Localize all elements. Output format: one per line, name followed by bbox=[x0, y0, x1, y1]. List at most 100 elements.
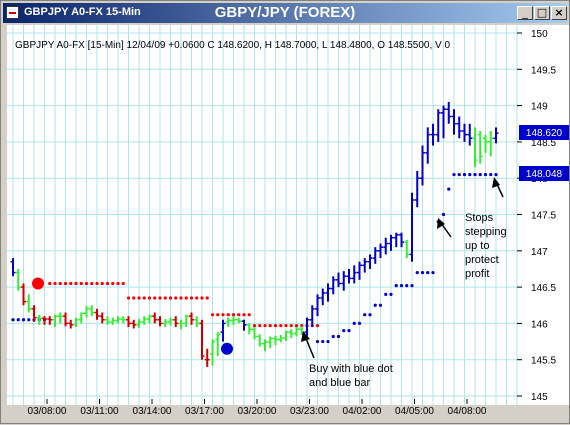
ohlc-bar bbox=[462, 123, 467, 142]
long-stop-dot bbox=[21, 318, 26, 322]
ohlc-bar bbox=[367, 254, 373, 269]
short-stop-dot bbox=[74, 281, 78, 286]
short-stop-dot bbox=[58, 281, 62, 286]
y-tick-label: 147 bbox=[531, 247, 548, 258]
ohlc-bar bbox=[252, 327, 257, 340]
long-stop-dot bbox=[27, 318, 31, 322]
ohlc-bar bbox=[215, 332, 221, 357]
short-stop-dot bbox=[268, 323, 272, 328]
stops-arrowhead-left bbox=[437, 218, 445, 229]
short-stop-dot bbox=[111, 281, 115, 286]
last-price-label: 148.620 bbox=[526, 128, 563, 139]
ohlc-bar bbox=[73, 317, 79, 328]
ohlc-bar bbox=[173, 316, 179, 328]
ohlc-bar bbox=[131, 319, 137, 329]
ohlc-bar bbox=[199, 319, 205, 360]
ohlc-bar bbox=[168, 317, 173, 326]
ohlc-bar bbox=[488, 131, 494, 157]
y-tick-label: 146 bbox=[531, 319, 548, 330]
short-stop-dot bbox=[279, 323, 283, 328]
long-stop-dot bbox=[457, 172, 461, 177]
ohlc-bar bbox=[388, 234, 394, 251]
ohlc-bar bbox=[278, 335, 284, 343]
y-tick-label: 145 bbox=[531, 392, 548, 403]
last-price-badge bbox=[519, 125, 569, 140]
x-tick-label: 04/02:00 bbox=[343, 406, 382, 417]
ohlc-bar bbox=[257, 334, 263, 347]
short-stop-dot bbox=[252, 323, 257, 328]
x-tick-label: 04/08:00 bbox=[448, 406, 487, 417]
long-stop-dot bbox=[489, 172, 493, 177]
ohlc-bar bbox=[472, 127, 478, 168]
short-stop-dot bbox=[69, 281, 73, 286]
short-stop-dot bbox=[48, 281, 52, 286]
ohlc-bar bbox=[236, 317, 242, 324]
ohlc-bar bbox=[325, 283, 331, 302]
short-stop-dot bbox=[174, 296, 178, 300]
long-stop-dot bbox=[447, 187, 451, 191]
long-stop-dot bbox=[378, 303, 383, 307]
ohlc-bar bbox=[152, 312, 158, 324]
buy-arrowhead bbox=[301, 331, 310, 342]
short-stop-dot bbox=[289, 323, 293, 328]
ohlc-bar bbox=[225, 317, 231, 328]
close-icon[interactable]: × bbox=[551, 6, 567, 20]
short-stop-dot bbox=[315, 323, 320, 328]
y-tick-label: 149 bbox=[531, 102, 548, 113]
y-tick-label: 148.5 bbox=[531, 138, 556, 149]
title-bar[interactable]: GBPJPY A0-FX 15-Min GBPY/JPY (FOREX) _ □… bbox=[3, 3, 567, 23]
long-stop-dot bbox=[494, 172, 498, 177]
short-stop-dot bbox=[258, 323, 262, 328]
buy-annotation-line-1: Buy with blue dot bbox=[309, 363, 393, 375]
ohlc-bar bbox=[194, 316, 200, 328]
buy-annotation: Buy with blue dot and blue bar bbox=[301, 331, 393, 389]
ohlc-bar bbox=[110, 317, 116, 325]
short-stop-dot bbox=[90, 281, 94, 286]
ohlc-bar bbox=[120, 316, 126, 324]
short-stop-dot bbox=[226, 313, 230, 317]
short-stop-dot bbox=[105, 281, 110, 286]
short-stop-dot bbox=[184, 296, 188, 300]
short-stop-dot bbox=[210, 313, 215, 317]
long-stop-dot bbox=[384, 292, 388, 296]
x-tick-label: 03/23:00 bbox=[290, 406, 329, 417]
short-stop-dot bbox=[242, 313, 246, 317]
stops-annotation-line-3: up to bbox=[465, 240, 489, 252]
stops-arrowhead-right bbox=[492, 177, 500, 188]
ohlc-bar bbox=[441, 105, 446, 139]
ohlc-bar bbox=[467, 123, 473, 146]
y-tick-label: 150 bbox=[531, 29, 548, 40]
long-stop-dot bbox=[16, 318, 20, 322]
long-stop-dot bbox=[315, 339, 320, 344]
stop-dots bbox=[11, 172, 498, 344]
long-stop-dot bbox=[352, 321, 356, 325]
ohlc-bar bbox=[357, 261, 362, 280]
ohlc-bar bbox=[99, 312, 105, 324]
ohlc-bar bbox=[162, 319, 168, 328]
ohlc-bar bbox=[141, 316, 147, 325]
ohlc-bar bbox=[336, 272, 341, 288]
maximize-icon[interactable]: □ bbox=[534, 6, 550, 20]
ohlc-bar bbox=[220, 319, 226, 342]
y-tick-label: 149.5 bbox=[531, 65, 556, 76]
ohlc-bar bbox=[204, 348, 210, 367]
long-stop-dot bbox=[326, 339, 330, 344]
buy-signal-dot bbox=[221, 342, 233, 355]
short-stop-dot bbox=[168, 296, 173, 300]
ohlc-bar bbox=[477, 131, 483, 164]
long-stop-dot bbox=[336, 334, 341, 339]
long-stop-dot bbox=[473, 172, 477, 177]
ohlc-bar bbox=[42, 316, 47, 325]
ohlc-bar bbox=[273, 335, 278, 346]
minimize-icon[interactable]: _ bbox=[517, 6, 533, 20]
short-stop-dot bbox=[147, 296, 152, 300]
buy-annotation-line-2: and blue bar bbox=[309, 377, 370, 389]
ohlc-bar bbox=[372, 247, 378, 264]
ohlc-bar bbox=[378, 243, 383, 259]
ohlc-bar bbox=[320, 288, 326, 306]
ohlc-bar bbox=[10, 258, 16, 277]
ohlc-bar bbox=[456, 116, 462, 139]
long-stop-dot bbox=[405, 284, 409, 288]
ohlc-bar bbox=[409, 192, 415, 262]
app-chart-icon[interactable] bbox=[6, 6, 19, 19]
